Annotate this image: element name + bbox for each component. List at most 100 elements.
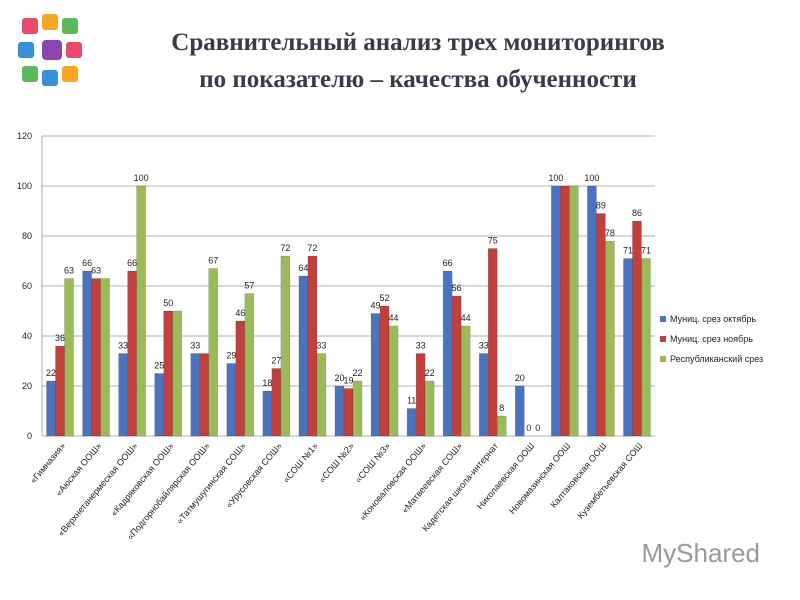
bar (154, 373, 164, 437)
bar (496, 415, 507, 437)
x-tick-label: Кадетская школа-интернат (420, 441, 500, 534)
bar (388, 325, 399, 437)
bar (172, 310, 182, 437)
data-label: 66 (443, 258, 453, 268)
bar (91, 278, 101, 437)
title-line: по показателю – качества обученности (199, 66, 636, 93)
logo (18, 14, 82, 86)
data-label: 33 (416, 341, 426, 351)
data-label: 71 (641, 246, 651, 256)
bar (127, 270, 137, 437)
bar (478, 353, 489, 437)
y-tick-label: 0 (27, 431, 32, 441)
bar (298, 275, 309, 437)
bar (587, 185, 597, 437)
data-label: 20 (515, 373, 525, 383)
data-label: 100 (548, 173, 563, 183)
data-label: 29 (226, 351, 236, 361)
data-label: 63 (91, 266, 101, 276)
x-tick-label: «Кадряковская ООШ» (109, 441, 176, 518)
data-label: 8 (499, 403, 504, 413)
x-tick-label: «СОШ №2» (317, 441, 356, 485)
data-label: 56 (452, 283, 462, 293)
data-label: 72 (307, 243, 317, 253)
x-tick-label: «Гимназия» (28, 441, 67, 485)
bar (46, 380, 56, 437)
bar (370, 313, 381, 437)
title-line: Сравнительный анализ трех мониторингов (171, 29, 664, 56)
x-tick-label: Кузембетьевская СОШ (575, 441, 644, 521)
x-tick-label: «СОШ №1» (281, 441, 320, 485)
bar (551, 185, 561, 437)
data-label: 75 (488, 236, 498, 246)
bar (307, 255, 318, 437)
data-label: 63 (64, 266, 74, 276)
data-label: 46 (235, 308, 245, 318)
bar (136, 185, 146, 437)
data-label: 0 (526, 423, 531, 433)
data-label: 11 (407, 396, 416, 406)
bar (199, 353, 210, 437)
data-label: 33 (190, 341, 200, 351)
bar (343, 388, 354, 437)
bar (208, 268, 219, 437)
bar (623, 258, 633, 437)
bar (515, 385, 525, 437)
legend-label: Республиканский срез (670, 354, 763, 364)
bar (442, 270, 453, 437)
x-tick-label: «Татмушугинская СОШ» (174, 441, 247, 526)
bar (641, 258, 651, 437)
y-tick-label: 20 (22, 381, 32, 391)
data-label: 49 (371, 301, 381, 311)
bar (163, 310, 173, 437)
data-label: 22 (352, 368, 362, 378)
bar (100, 278, 110, 437)
bar (560, 185, 570, 437)
bar (406, 408, 417, 437)
data-label: 71 (623, 246, 633, 256)
data-label: 22 (425, 368, 435, 378)
data-label: 50 (163, 298, 173, 308)
x-tick-label: «Коноваловская ООШ» (357, 441, 428, 523)
bar (262, 390, 273, 437)
bar (55, 345, 65, 437)
data-label: 57 (244, 281, 254, 291)
bar (82, 270, 92, 437)
data-label: 33 (479, 341, 489, 351)
bar (244, 293, 255, 437)
data-label: 33 (316, 341, 326, 351)
y-tick-label: 40 (22, 331, 32, 341)
data-label: 100 (134, 173, 149, 183)
legend-label: Муниц. срез ноябрь (670, 334, 753, 344)
watermark: MyShared (642, 538, 761, 568)
data-label: 44 (461, 313, 471, 323)
legend-swatch (660, 336, 666, 342)
bar (424, 380, 435, 437)
legend-label: Муниц. срез октябрь (670, 314, 756, 324)
data-label: 18 (262, 378, 272, 388)
legend-swatch (660, 356, 666, 362)
bar (415, 353, 426, 437)
data-label: 36 (55, 333, 65, 343)
bar (64, 278, 74, 437)
data-label: 67 (208, 256, 218, 266)
data-label: 66 (82, 258, 92, 268)
y-tick-label: 60 (22, 281, 32, 291)
bar (226, 363, 237, 437)
bar (280, 255, 291, 437)
data-label: 33 (118, 341, 128, 351)
y-tick-label: 120 (17, 131, 32, 141)
bar (118, 353, 128, 437)
bar (605, 240, 615, 437)
bar (460, 325, 471, 437)
x-tick-label: Новомазинская ООШ (507, 441, 572, 516)
data-label: 89 (596, 201, 606, 211)
x-tick-label: «Матвеевская СОШ» (400, 441, 465, 515)
bar (235, 320, 246, 437)
bar (352, 380, 363, 437)
data-label: 78 (605, 228, 615, 238)
data-label: 19 (343, 376, 353, 386)
data-label: 100 (584, 173, 599, 183)
data-label: 25 (154, 361, 164, 371)
